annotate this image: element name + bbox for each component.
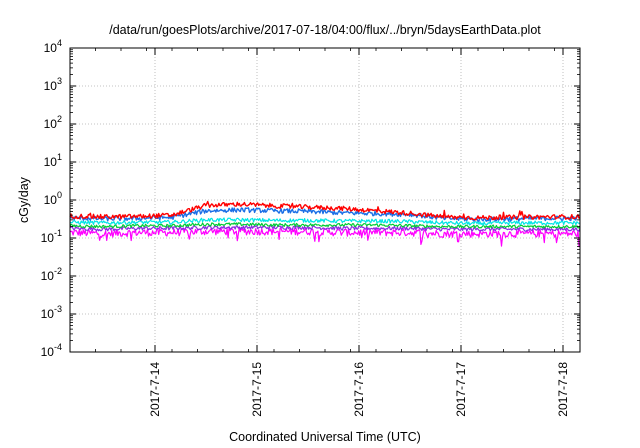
y-tick-label: 10-4 [41, 342, 62, 359]
series-line [69, 225, 581, 232]
x-axis-title: Coordinated Universal Time (UTC) [229, 430, 421, 444]
series-line [69, 227, 581, 248]
x-tick-label: 2017-7-18 [556, 362, 570, 417]
y-tick-label: 104 [44, 38, 62, 55]
x-tick-label: 2017-7-16 [352, 362, 366, 417]
x-tick-label: 2017-7-14 [148, 362, 162, 417]
y-tick-label: 10-3 [41, 304, 62, 321]
x-tick-label: 2017-7-15 [250, 362, 264, 417]
chart-title: /data/run/goesPlots/archive/2017-07-18/0… [109, 23, 541, 37]
grid [70, 48, 580, 352]
y-tick-label: 101 [44, 152, 62, 169]
series-line [69, 222, 581, 229]
y-tick-label: 103 [44, 76, 62, 93]
x-axis: 2017-7-14 2017-7-15 2017-7-16 2017-7-17 2017… [95, 48, 570, 417]
series-layer [69, 200, 581, 248]
y-tick-label: 102 [44, 114, 62, 131]
y-tick-label: 10-2 [41, 266, 62, 283]
y-tick-label: 100 [44, 190, 62, 207]
series-line [69, 200, 581, 221]
y-axis-title: cGy/day [17, 176, 31, 223]
y-tick-label: 10-1 [41, 228, 62, 245]
series-line [69, 217, 581, 226]
x-tick-label: 2017-7-17 [454, 362, 468, 417]
